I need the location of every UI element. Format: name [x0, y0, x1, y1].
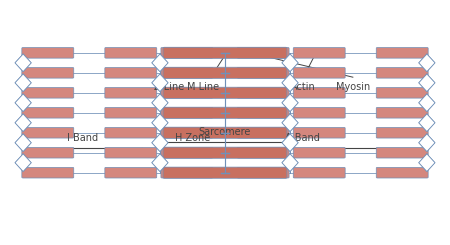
FancyBboxPatch shape	[376, 108, 428, 118]
Polygon shape	[419, 114, 435, 132]
FancyBboxPatch shape	[161, 67, 213, 78]
FancyBboxPatch shape	[293, 67, 345, 78]
FancyBboxPatch shape	[237, 108, 289, 118]
FancyBboxPatch shape	[376, 87, 428, 98]
FancyBboxPatch shape	[105, 108, 157, 118]
FancyBboxPatch shape	[163, 147, 287, 158]
Polygon shape	[282, 134, 298, 151]
Polygon shape	[419, 74, 435, 92]
Polygon shape	[282, 74, 298, 92]
FancyBboxPatch shape	[163, 87, 287, 98]
FancyBboxPatch shape	[237, 127, 289, 138]
FancyBboxPatch shape	[237, 167, 289, 178]
Text: A Band: A Band	[285, 134, 320, 144]
FancyBboxPatch shape	[163, 67, 287, 78]
FancyBboxPatch shape	[161, 48, 213, 58]
FancyBboxPatch shape	[161, 127, 213, 138]
Polygon shape	[419, 94, 435, 111]
Text: Sarcomere: Sarcomere	[199, 127, 251, 137]
Text: Z Line: Z Line	[154, 82, 184, 92]
FancyBboxPatch shape	[105, 87, 157, 98]
FancyBboxPatch shape	[293, 108, 345, 118]
FancyBboxPatch shape	[105, 67, 157, 78]
Polygon shape	[15, 114, 31, 132]
Polygon shape	[152, 94, 168, 111]
FancyBboxPatch shape	[163, 167, 287, 178]
FancyBboxPatch shape	[376, 127, 428, 138]
Polygon shape	[152, 114, 168, 132]
FancyBboxPatch shape	[293, 147, 345, 158]
FancyBboxPatch shape	[237, 67, 289, 78]
FancyBboxPatch shape	[163, 107, 287, 118]
Polygon shape	[152, 134, 168, 151]
FancyBboxPatch shape	[237, 48, 289, 58]
FancyBboxPatch shape	[22, 167, 74, 178]
FancyBboxPatch shape	[376, 67, 428, 78]
FancyBboxPatch shape	[376, 48, 428, 58]
FancyBboxPatch shape	[161, 87, 213, 98]
Polygon shape	[15, 154, 31, 172]
Text: Actin: Actin	[291, 82, 316, 92]
Polygon shape	[15, 134, 31, 151]
Polygon shape	[15, 54, 31, 72]
Polygon shape	[282, 54, 298, 72]
FancyBboxPatch shape	[237, 87, 289, 98]
Polygon shape	[15, 94, 31, 111]
FancyBboxPatch shape	[22, 87, 74, 98]
Polygon shape	[152, 154, 168, 172]
Polygon shape	[15, 74, 31, 92]
Polygon shape	[419, 134, 435, 151]
Polygon shape	[282, 114, 298, 132]
FancyBboxPatch shape	[22, 48, 74, 58]
FancyBboxPatch shape	[161, 147, 213, 158]
FancyBboxPatch shape	[237, 147, 289, 158]
Polygon shape	[419, 154, 435, 172]
Text: M Line: M Line	[186, 82, 219, 92]
FancyBboxPatch shape	[22, 67, 74, 78]
Polygon shape	[282, 154, 298, 172]
FancyBboxPatch shape	[293, 127, 345, 138]
FancyBboxPatch shape	[105, 127, 157, 138]
FancyBboxPatch shape	[22, 108, 74, 118]
FancyBboxPatch shape	[22, 147, 74, 158]
FancyBboxPatch shape	[105, 48, 157, 58]
FancyBboxPatch shape	[22, 127, 74, 138]
FancyBboxPatch shape	[163, 127, 287, 138]
Polygon shape	[152, 74, 168, 92]
Text: H Zone: H Zone	[175, 134, 210, 144]
FancyBboxPatch shape	[163, 47, 287, 58]
Polygon shape	[282, 94, 298, 111]
FancyBboxPatch shape	[105, 167, 157, 178]
FancyBboxPatch shape	[161, 108, 213, 118]
FancyBboxPatch shape	[376, 167, 428, 178]
FancyBboxPatch shape	[105, 147, 157, 158]
FancyBboxPatch shape	[293, 87, 345, 98]
FancyBboxPatch shape	[293, 167, 345, 178]
FancyBboxPatch shape	[161, 167, 213, 178]
Text: I Band: I Band	[67, 134, 98, 144]
FancyBboxPatch shape	[293, 48, 345, 58]
FancyBboxPatch shape	[376, 147, 428, 158]
Polygon shape	[152, 54, 168, 72]
Polygon shape	[419, 54, 435, 72]
Text: Myosin: Myosin	[336, 82, 370, 92]
